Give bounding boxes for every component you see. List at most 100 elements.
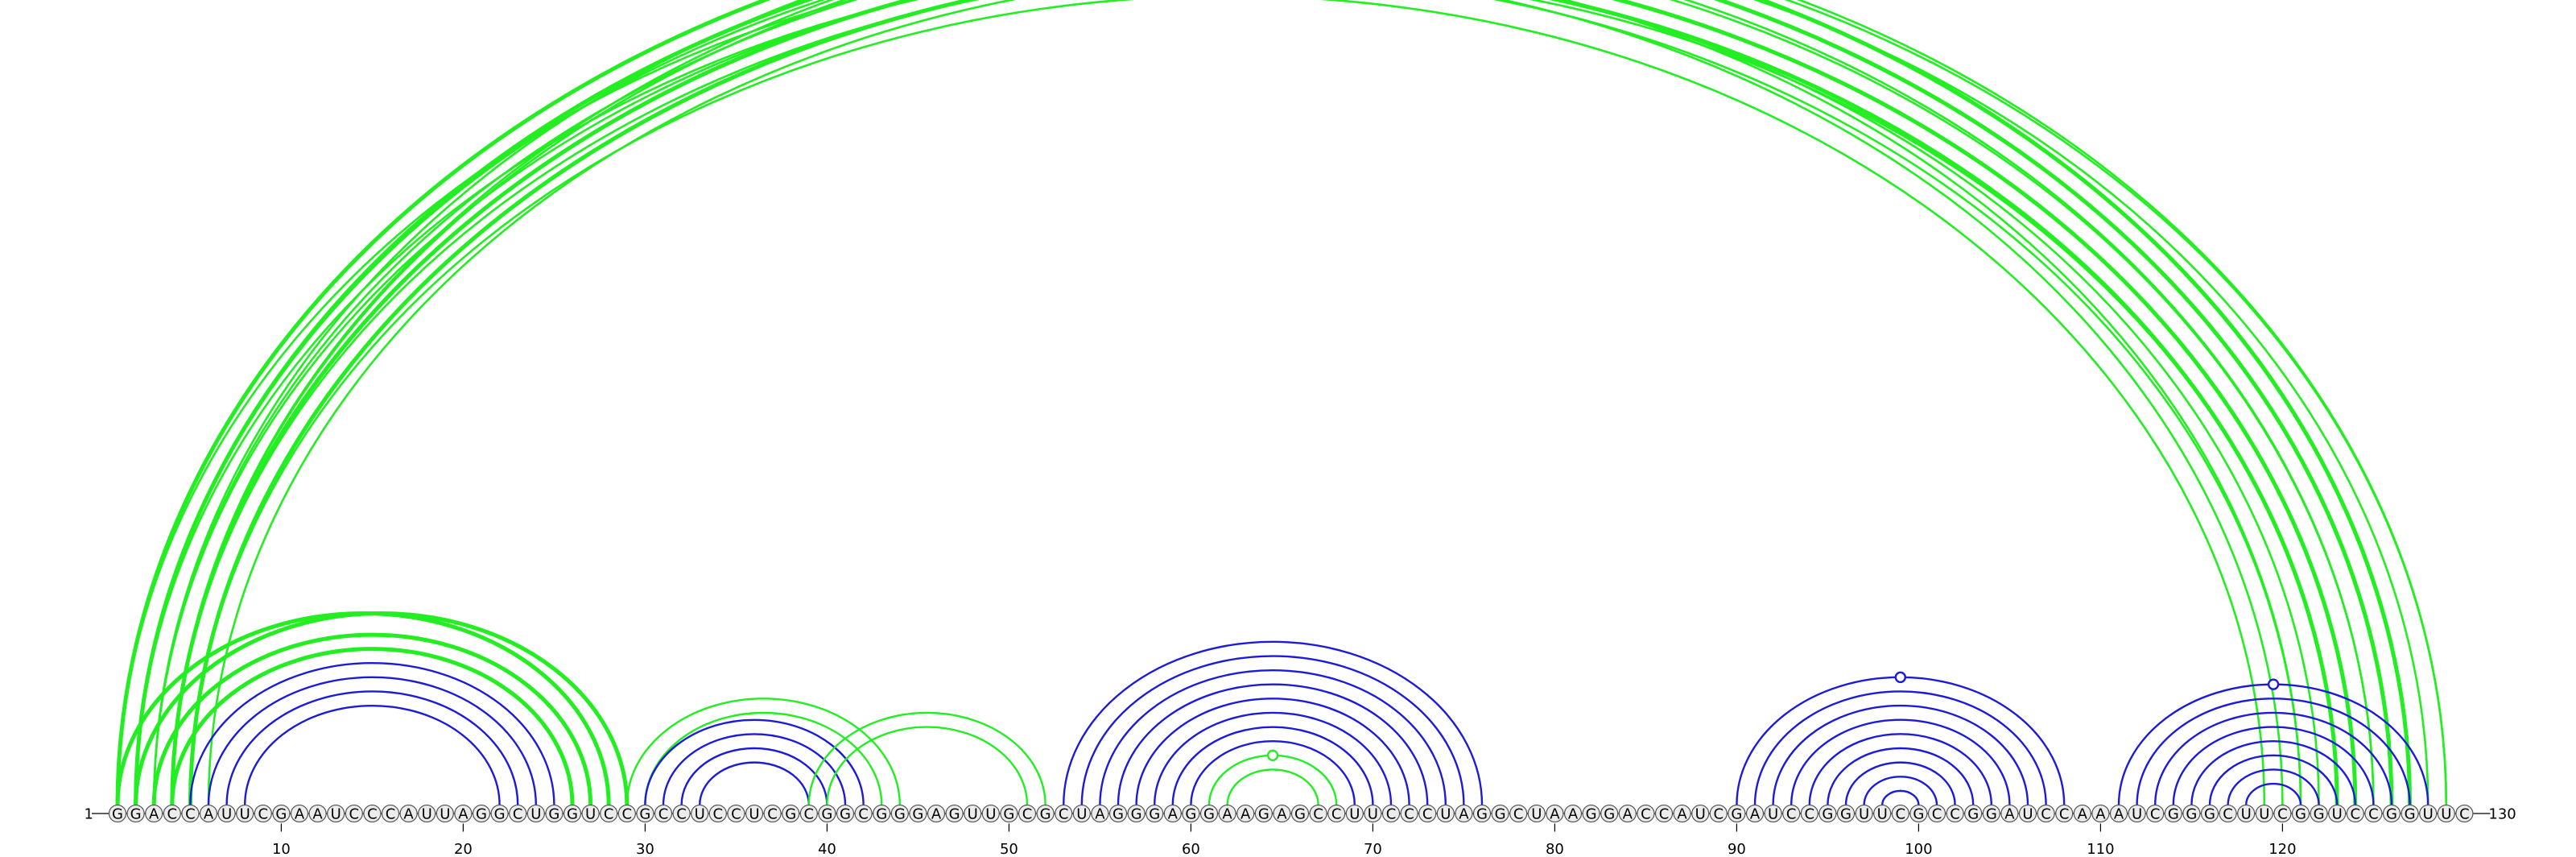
nucleotide: C	[1400, 804, 1418, 823]
nucleotide: C	[345, 804, 363, 823]
nucleotide-letter: A	[2095, 806, 2106, 823]
nucleotide-letter: G	[275, 806, 287, 823]
nucleotide-letter: C	[1059, 806, 1069, 823]
nucleotide-circle	[2401, 804, 2419, 823]
nucleotide-circle	[836, 804, 855, 823]
base-pair-arc	[1080, 655, 1465, 805]
nucleotide-letter: G	[1149, 806, 1160, 823]
arc-midpoint-marker	[1266, 749, 1279, 762]
nucleotide: A	[454, 804, 473, 823]
nucleotide-letter: C	[2150, 806, 2161, 823]
nucleotide-circle	[1491, 804, 1509, 823]
nucleotide: C	[1800, 804, 1818, 823]
nucleotide-circle	[1199, 804, 1219, 823]
nucleotide: G	[1909, 804, 1928, 823]
base-pair-arcs	[115, 0, 2448, 805]
nucleotide-circle	[2328, 804, 2347, 823]
nucleotide-circle	[945, 804, 964, 823]
nucleotide: U	[1764, 804, 1782, 823]
nucleotide: C	[1927, 804, 1946, 823]
nucleotide-letter: U	[2132, 806, 2142, 823]
nucleotide-letter: C	[622, 806, 633, 823]
nucleotide: U	[2437, 804, 2455, 823]
nucleotide-letter: C	[1022, 806, 1033, 823]
base-pair-arc	[1881, 789, 1920, 805]
nucleotide: C	[509, 804, 527, 823]
nucleotide-letter: A	[312, 806, 323, 823]
base-pair-arc	[225, 690, 519, 805]
nucleotide: U	[2419, 804, 2438, 823]
nucleotide: A	[199, 804, 218, 823]
nucleotide: U	[964, 804, 982, 823]
nucleotide-letter: C	[1714, 806, 1724, 823]
nucleotide: U	[1072, 804, 1091, 823]
nucleotide-circle	[1364, 804, 1382, 823]
nucleotide-circle	[2219, 804, 2237, 823]
nucleotide-circle	[2073, 804, 2091, 823]
nucleotide-letter: G	[821, 806, 832, 823]
nucleotide-letter: A	[1459, 806, 1469, 823]
nucleotide: G	[2382, 804, 2401, 823]
nucleotide-letter: C	[258, 806, 269, 823]
nucleotide: G	[1728, 804, 1746, 823]
nucleotide-circle	[345, 804, 363, 823]
base-pair-arc	[1154, 711, 1393, 805]
nucleotide-circle	[1873, 804, 1892, 823]
nucleotide-letter: A	[931, 806, 942, 823]
nucleotide-circle	[1855, 804, 1873, 823]
base-pair-arc	[244, 704, 501, 805]
nucleotide-letter: G	[548, 806, 559, 823]
nucleotide-circle	[873, 804, 891, 823]
base-pair-arc	[170, 647, 575, 805]
base-pair-arc	[115, 0, 2413, 805]
nucleotide-circle	[1600, 804, 1619, 823]
nucleotide-circle	[1946, 804, 1964, 823]
nucleotide-circle	[126, 804, 145, 823]
start-position-label: 1	[85, 806, 93, 823]
base-pair-arc	[1226, 768, 1319, 805]
nucleotide: G	[1254, 804, 1273, 823]
nucleotide-circle	[1527, 804, 1546, 823]
nucleotide-circle	[1909, 804, 1928, 823]
nucleotide: U	[2237, 804, 2256, 823]
nucleotide-circle	[1036, 804, 1055, 823]
base-pair-arc	[2208, 754, 2339, 805]
nucleotide: A	[2000, 804, 2019, 823]
nucleotide-letter: A	[1222, 806, 1232, 823]
base-pair-arc	[1863, 776, 1938, 805]
nucleotide-circle	[2291, 804, 2310, 823]
nucleotide-circle	[563, 804, 582, 823]
nucleotide-letter: G	[2186, 806, 2197, 823]
nucleotide: C	[1637, 804, 1655, 823]
blue-helix-13	[2117, 678, 2429, 805]
base-pair-arc	[1772, 704, 2029, 805]
nucleotide-circle	[1472, 804, 1492, 823]
nucleotide-circle	[1290, 804, 1310, 823]
nucleotide-circle	[600, 804, 618, 823]
base-pair-arc	[2245, 782, 2302, 805]
nucleotide-circle	[2128, 804, 2146, 823]
nucleotide-circle	[691, 804, 709, 823]
nucleotide-letter: A	[1568, 806, 1579, 823]
nucleotide: G	[1108, 804, 1128, 823]
nucleotide-letter: G	[1604, 806, 1615, 823]
nucleotide-circle	[490, 804, 509, 823]
nucleotide-letter: G	[1476, 806, 1488, 823]
nucleotide-circle	[545, 804, 564, 823]
nucleotide-circle	[1709, 804, 1728, 823]
nucleotide-letter: G	[476, 806, 487, 823]
nucleotide: G	[126, 804, 145, 823]
nucleotide: C	[654, 804, 673, 823]
nucleotide-letter: U	[1768, 806, 1778, 823]
nucleotide: C	[1891, 804, 1909, 823]
nucleotide-circle	[1964, 804, 1983, 823]
nucleotide-letter: G	[1986, 806, 1997, 823]
nucleotide: C	[1946, 804, 1964, 823]
base-pair-arc	[170, 0, 2358, 805]
nucleotide: G	[909, 804, 927, 823]
nucleotide-letter: U	[1695, 806, 1706, 823]
nucleotide-circle	[2346, 804, 2364, 823]
nucleotide: A	[1673, 804, 1691, 823]
nucleotide-circle	[1436, 804, 1455, 823]
